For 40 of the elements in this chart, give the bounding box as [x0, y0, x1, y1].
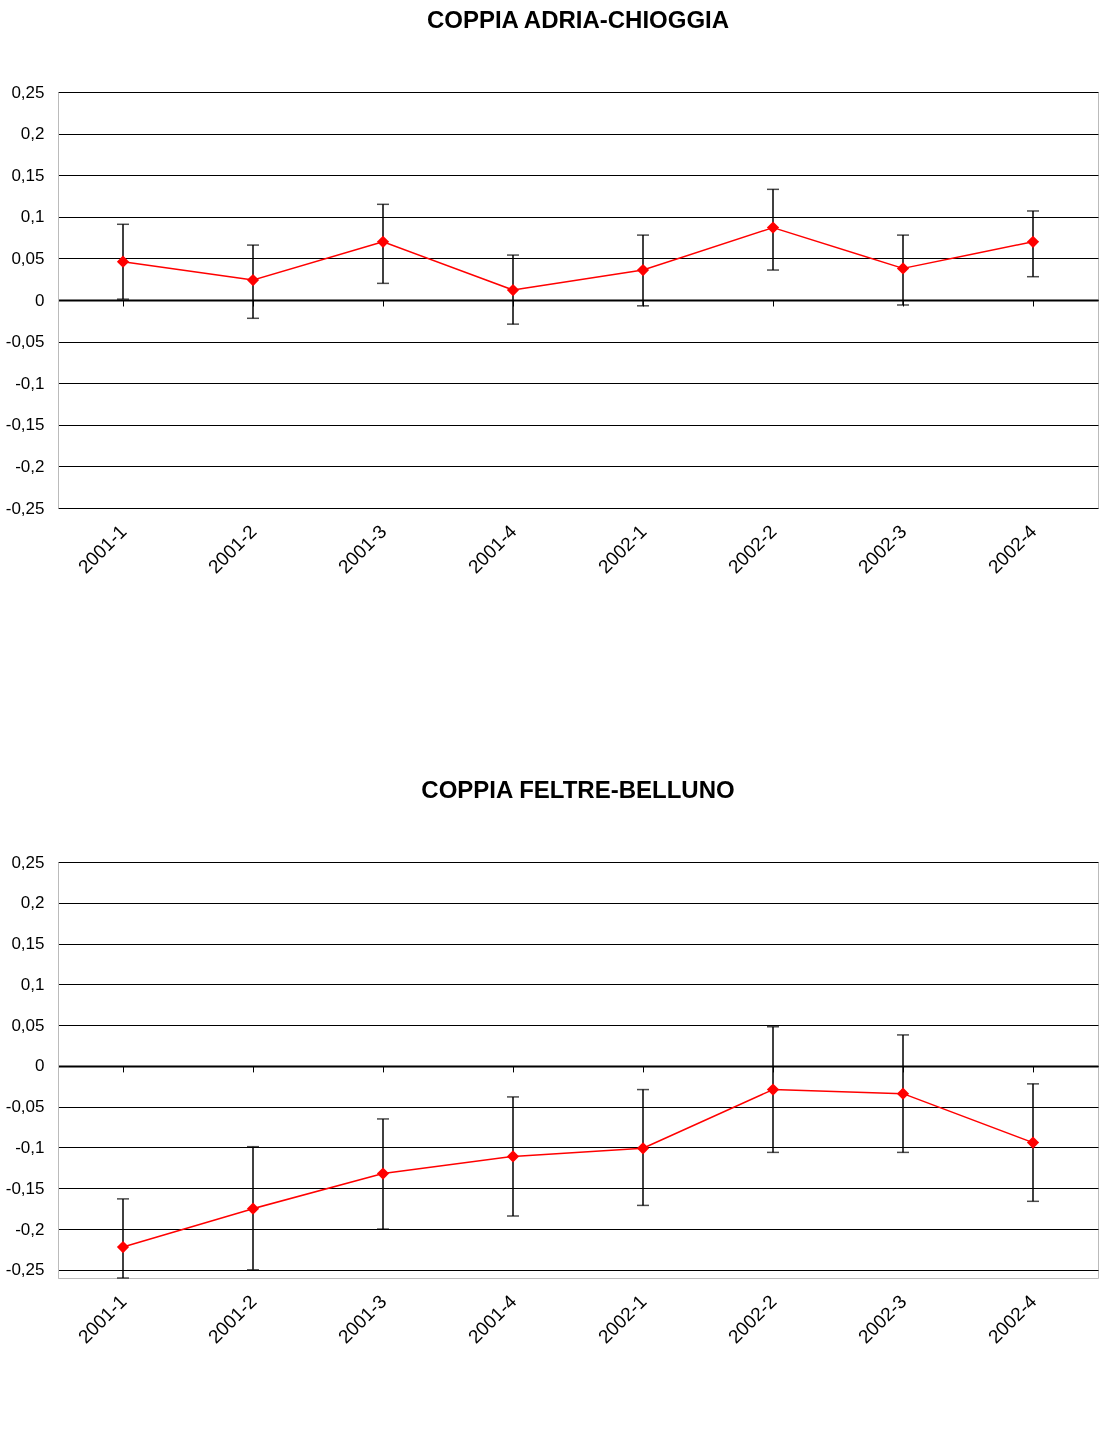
chart-title: COPPIA ADRIA-CHIOGGIA: [426, 6, 730, 33]
y-tick-label: 0,1: [20, 207, 45, 227]
point: [766, 221, 780, 234]
point: [116, 255, 130, 268]
y-tick-label: -0,05: [5, 332, 45, 352]
y-tick-label: -0,1: [15, 373, 45, 393]
y-tick-label: 0,15: [11, 165, 45, 185]
point: [246, 1202, 260, 1215]
point: [1026, 235, 1040, 248]
y-tick-label: 0,05: [11, 1015, 45, 1035]
y-tick-label: 0,2: [20, 893, 45, 913]
point: [116, 1240, 130, 1254]
y-tick-label: -0,25: [5, 498, 45, 518]
y-tick-label: 0,25: [11, 82, 45, 102]
y-tick-label: -0,2: [15, 456, 45, 476]
y-tick-label: -0,05: [5, 1097, 45, 1117]
y-tick-label: 0,25: [11, 852, 45, 872]
y-tick-label: 0,2: [20, 124, 45, 144]
point: [1026, 1136, 1040, 1149]
y-tick-label: -0,2: [15, 1219, 45, 1239]
point: [376, 235, 390, 248]
y-tick-label: -0,1: [15, 1137, 45, 1157]
point: [246, 273, 260, 287]
point: [636, 263, 650, 277]
point: [506, 283, 520, 297]
y-tick-label: 0: [35, 290, 45, 310]
y-tick-label: 0,1: [20, 974, 45, 994]
point: [636, 1142, 650, 1155]
point: [506, 1150, 520, 1163]
point: [376, 1167, 390, 1180]
y-tick-label: 0,05: [11, 248, 45, 268]
chart-title: COPPIA FELTRE-BELLUNO: [421, 776, 735, 803]
y-tick-label: -0,15: [5, 1178, 45, 1198]
point: [896, 262, 910, 275]
y-tick-label: -0,25: [5, 1260, 45, 1280]
y-tick-label: 0,15: [11, 934, 45, 954]
y-tick-label: 0: [35, 1056, 45, 1076]
point: [896, 1087, 910, 1100]
point: [766, 1083, 780, 1096]
y-tick-label: -0,15: [5, 415, 45, 435]
